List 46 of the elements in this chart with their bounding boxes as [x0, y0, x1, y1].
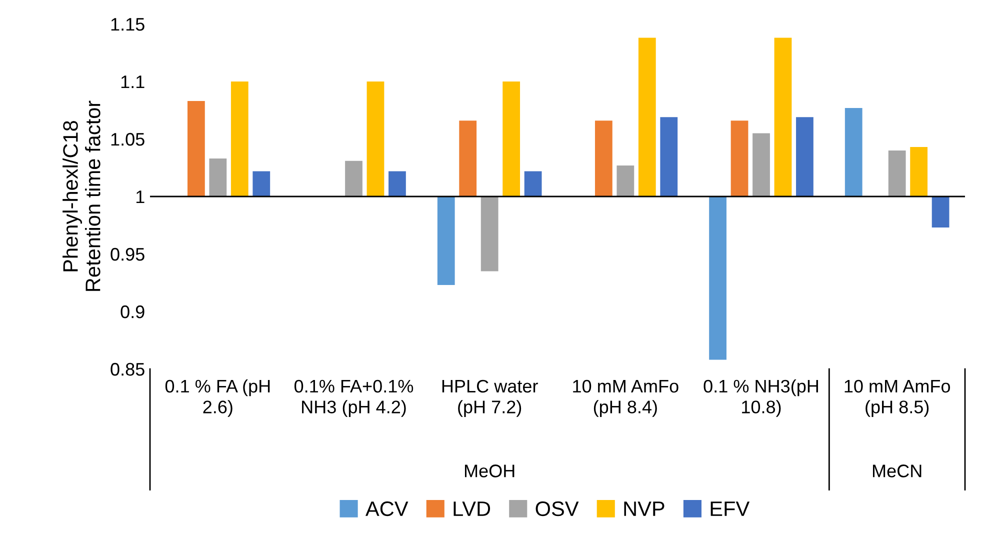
y-tick-label: 1.05 — [111, 132, 144, 146]
y-axis-title: Phenyl-hexl/C18 Retention time factor — [62, 100, 100, 291]
x-tick-label: 0.1 % FA (pH 2.6) — [165, 379, 270, 417]
legend-label: OSV — [536, 501, 579, 516]
bar — [774, 38, 792, 196]
bar — [910, 147, 928, 196]
bar — [844, 108, 862, 196]
bar — [616, 165, 634, 196]
bar — [252, 171, 270, 196]
bar — [524, 171, 542, 196]
y-tick-label: 0.9 — [120, 305, 144, 318]
bar — [660, 117, 678, 196]
legend-label: NVP — [624, 502, 664, 516]
legend-label: EFV — [710, 502, 750, 516]
bar — [230, 82, 248, 196]
bar — [796, 117, 814, 196]
bar — [932, 196, 950, 228]
y-tick-label: 1.1 — [121, 76, 144, 88]
text: MeCN — [872, 464, 922, 478]
text: MeOH — [464, 464, 514, 478]
bar — [480, 196, 498, 272]
y-tick-label: 1 — [136, 190, 144, 204]
bar — [187, 101, 205, 196]
bar — [752, 133, 770, 196]
bar — [209, 158, 227, 196]
bar — [709, 196, 726, 360]
x-tick-label: 0.1% FA+0.1% NH3 (pH 4.2) — [294, 380, 414, 417]
y-tick-label: 0.95 — [110, 248, 144, 261]
bar — [388, 171, 406, 196]
x-tick-label: HPLC water (pH 7.2) — [442, 380, 538, 417]
bar — [437, 196, 455, 286]
bar — [502, 82, 520, 196]
y-tick-label: 0.85 — [110, 362, 144, 376]
y-tick-label: 1.15 — [111, 18, 144, 31]
bar — [366, 82, 384, 196]
x-tick-label: 0.1 % NH3(pH 10.8) — [704, 379, 818, 417]
x-tick-label: 10 mM AmFo (pH 8.5) — [844, 380, 950, 417]
x-tick-label: 10 mM AmFo (pH 8.4) — [573, 380, 678, 417]
bar — [459, 120, 477, 196]
bar — [888, 150, 906, 196]
legend-label: LVD — [454, 502, 490, 516]
bar — [638, 38, 656, 196]
bar — [345, 160, 362, 196]
bar — [594, 120, 612, 196]
legend-label: ACV — [366, 501, 408, 516]
bar — [730, 120, 748, 196]
